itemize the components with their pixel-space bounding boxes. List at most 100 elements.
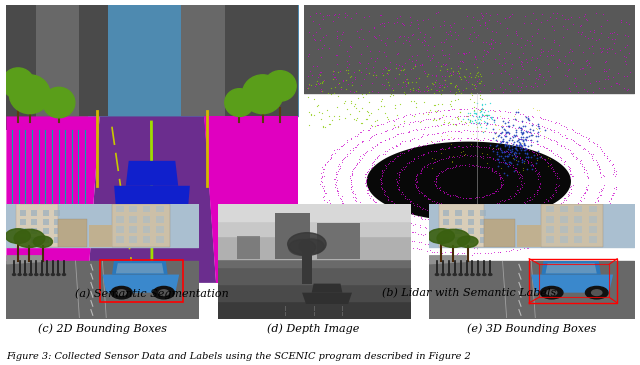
Point bbox=[524, 116, 534, 122]
Point bbox=[497, 182, 507, 188]
Point bbox=[401, 161, 412, 166]
Point bbox=[368, 72, 378, 78]
Point bbox=[438, 107, 449, 113]
Point bbox=[431, 174, 441, 180]
Point bbox=[555, 214, 565, 220]
Point bbox=[410, 177, 420, 182]
Point bbox=[504, 145, 515, 150]
Point bbox=[526, 160, 536, 165]
Point bbox=[397, 80, 408, 85]
Point bbox=[532, 30, 542, 35]
Point bbox=[450, 114, 460, 120]
Point bbox=[468, 153, 478, 159]
Point bbox=[422, 53, 433, 59]
Point bbox=[335, 68, 346, 74]
Point bbox=[422, 116, 433, 122]
Point bbox=[451, 193, 461, 199]
Point bbox=[403, 160, 413, 165]
Point bbox=[499, 234, 509, 239]
Point bbox=[554, 57, 564, 63]
Bar bbox=[16, 204, 58, 247]
Point bbox=[450, 29, 460, 35]
Point bbox=[511, 166, 521, 172]
Point bbox=[567, 47, 577, 53]
Point bbox=[416, 246, 426, 252]
Bar bbox=[156, 226, 164, 233]
Point bbox=[316, 116, 326, 122]
Point bbox=[319, 166, 329, 172]
Point bbox=[482, 112, 492, 118]
Point bbox=[377, 172, 387, 178]
Point bbox=[523, 220, 533, 226]
Bar bbox=[36, 5, 88, 122]
Point bbox=[457, 144, 467, 150]
Point bbox=[559, 161, 570, 167]
Point bbox=[510, 190, 520, 196]
Point bbox=[418, 131, 428, 137]
Point bbox=[499, 139, 509, 145]
Point bbox=[500, 68, 510, 73]
Point bbox=[505, 147, 515, 153]
Point bbox=[447, 158, 457, 164]
Point bbox=[378, 103, 388, 109]
Point bbox=[504, 50, 515, 55]
Point bbox=[514, 223, 524, 229]
Point bbox=[399, 22, 410, 28]
Point bbox=[445, 202, 456, 208]
Bar bbox=[43, 228, 49, 234]
Point bbox=[334, 43, 344, 49]
Point bbox=[467, 215, 477, 220]
Point bbox=[502, 109, 513, 115]
Point bbox=[492, 187, 502, 192]
Point bbox=[477, 53, 488, 59]
Point bbox=[490, 119, 500, 125]
Point bbox=[387, 143, 397, 149]
Point bbox=[477, 58, 488, 64]
Point bbox=[337, 199, 348, 204]
Point bbox=[460, 119, 470, 124]
Point bbox=[451, 82, 461, 88]
Point bbox=[316, 178, 326, 184]
Point bbox=[397, 150, 408, 155]
Point bbox=[461, 13, 472, 19]
Point bbox=[451, 121, 461, 127]
Point bbox=[369, 33, 379, 39]
Point bbox=[399, 166, 409, 172]
Point bbox=[484, 18, 494, 23]
Point bbox=[559, 143, 570, 149]
Point bbox=[304, 29, 314, 35]
Point bbox=[366, 55, 376, 61]
Point bbox=[371, 155, 381, 161]
Point bbox=[380, 162, 390, 168]
Point bbox=[505, 109, 515, 115]
Point bbox=[511, 247, 522, 253]
Point bbox=[484, 154, 495, 160]
Point bbox=[506, 65, 516, 70]
Point bbox=[581, 173, 591, 178]
Point bbox=[552, 141, 563, 147]
Point bbox=[518, 167, 528, 173]
Point bbox=[381, 163, 391, 169]
Point bbox=[399, 235, 409, 241]
Point bbox=[367, 162, 378, 168]
Point bbox=[442, 66, 452, 72]
Point bbox=[520, 142, 530, 148]
Point bbox=[588, 151, 598, 157]
Point bbox=[550, 189, 561, 195]
Bar bbox=[541, 204, 603, 247]
Point bbox=[581, 17, 591, 23]
Point bbox=[484, 144, 494, 150]
Point bbox=[541, 210, 552, 216]
Point bbox=[378, 191, 388, 197]
Point bbox=[579, 191, 589, 196]
Point bbox=[568, 137, 578, 143]
Point bbox=[599, 153, 609, 158]
Point bbox=[491, 227, 501, 233]
Point bbox=[429, 249, 440, 255]
Point bbox=[515, 141, 525, 147]
Point bbox=[535, 128, 545, 134]
Point bbox=[445, 113, 456, 119]
Point bbox=[551, 181, 561, 187]
Point bbox=[394, 177, 404, 183]
Point bbox=[408, 156, 419, 162]
